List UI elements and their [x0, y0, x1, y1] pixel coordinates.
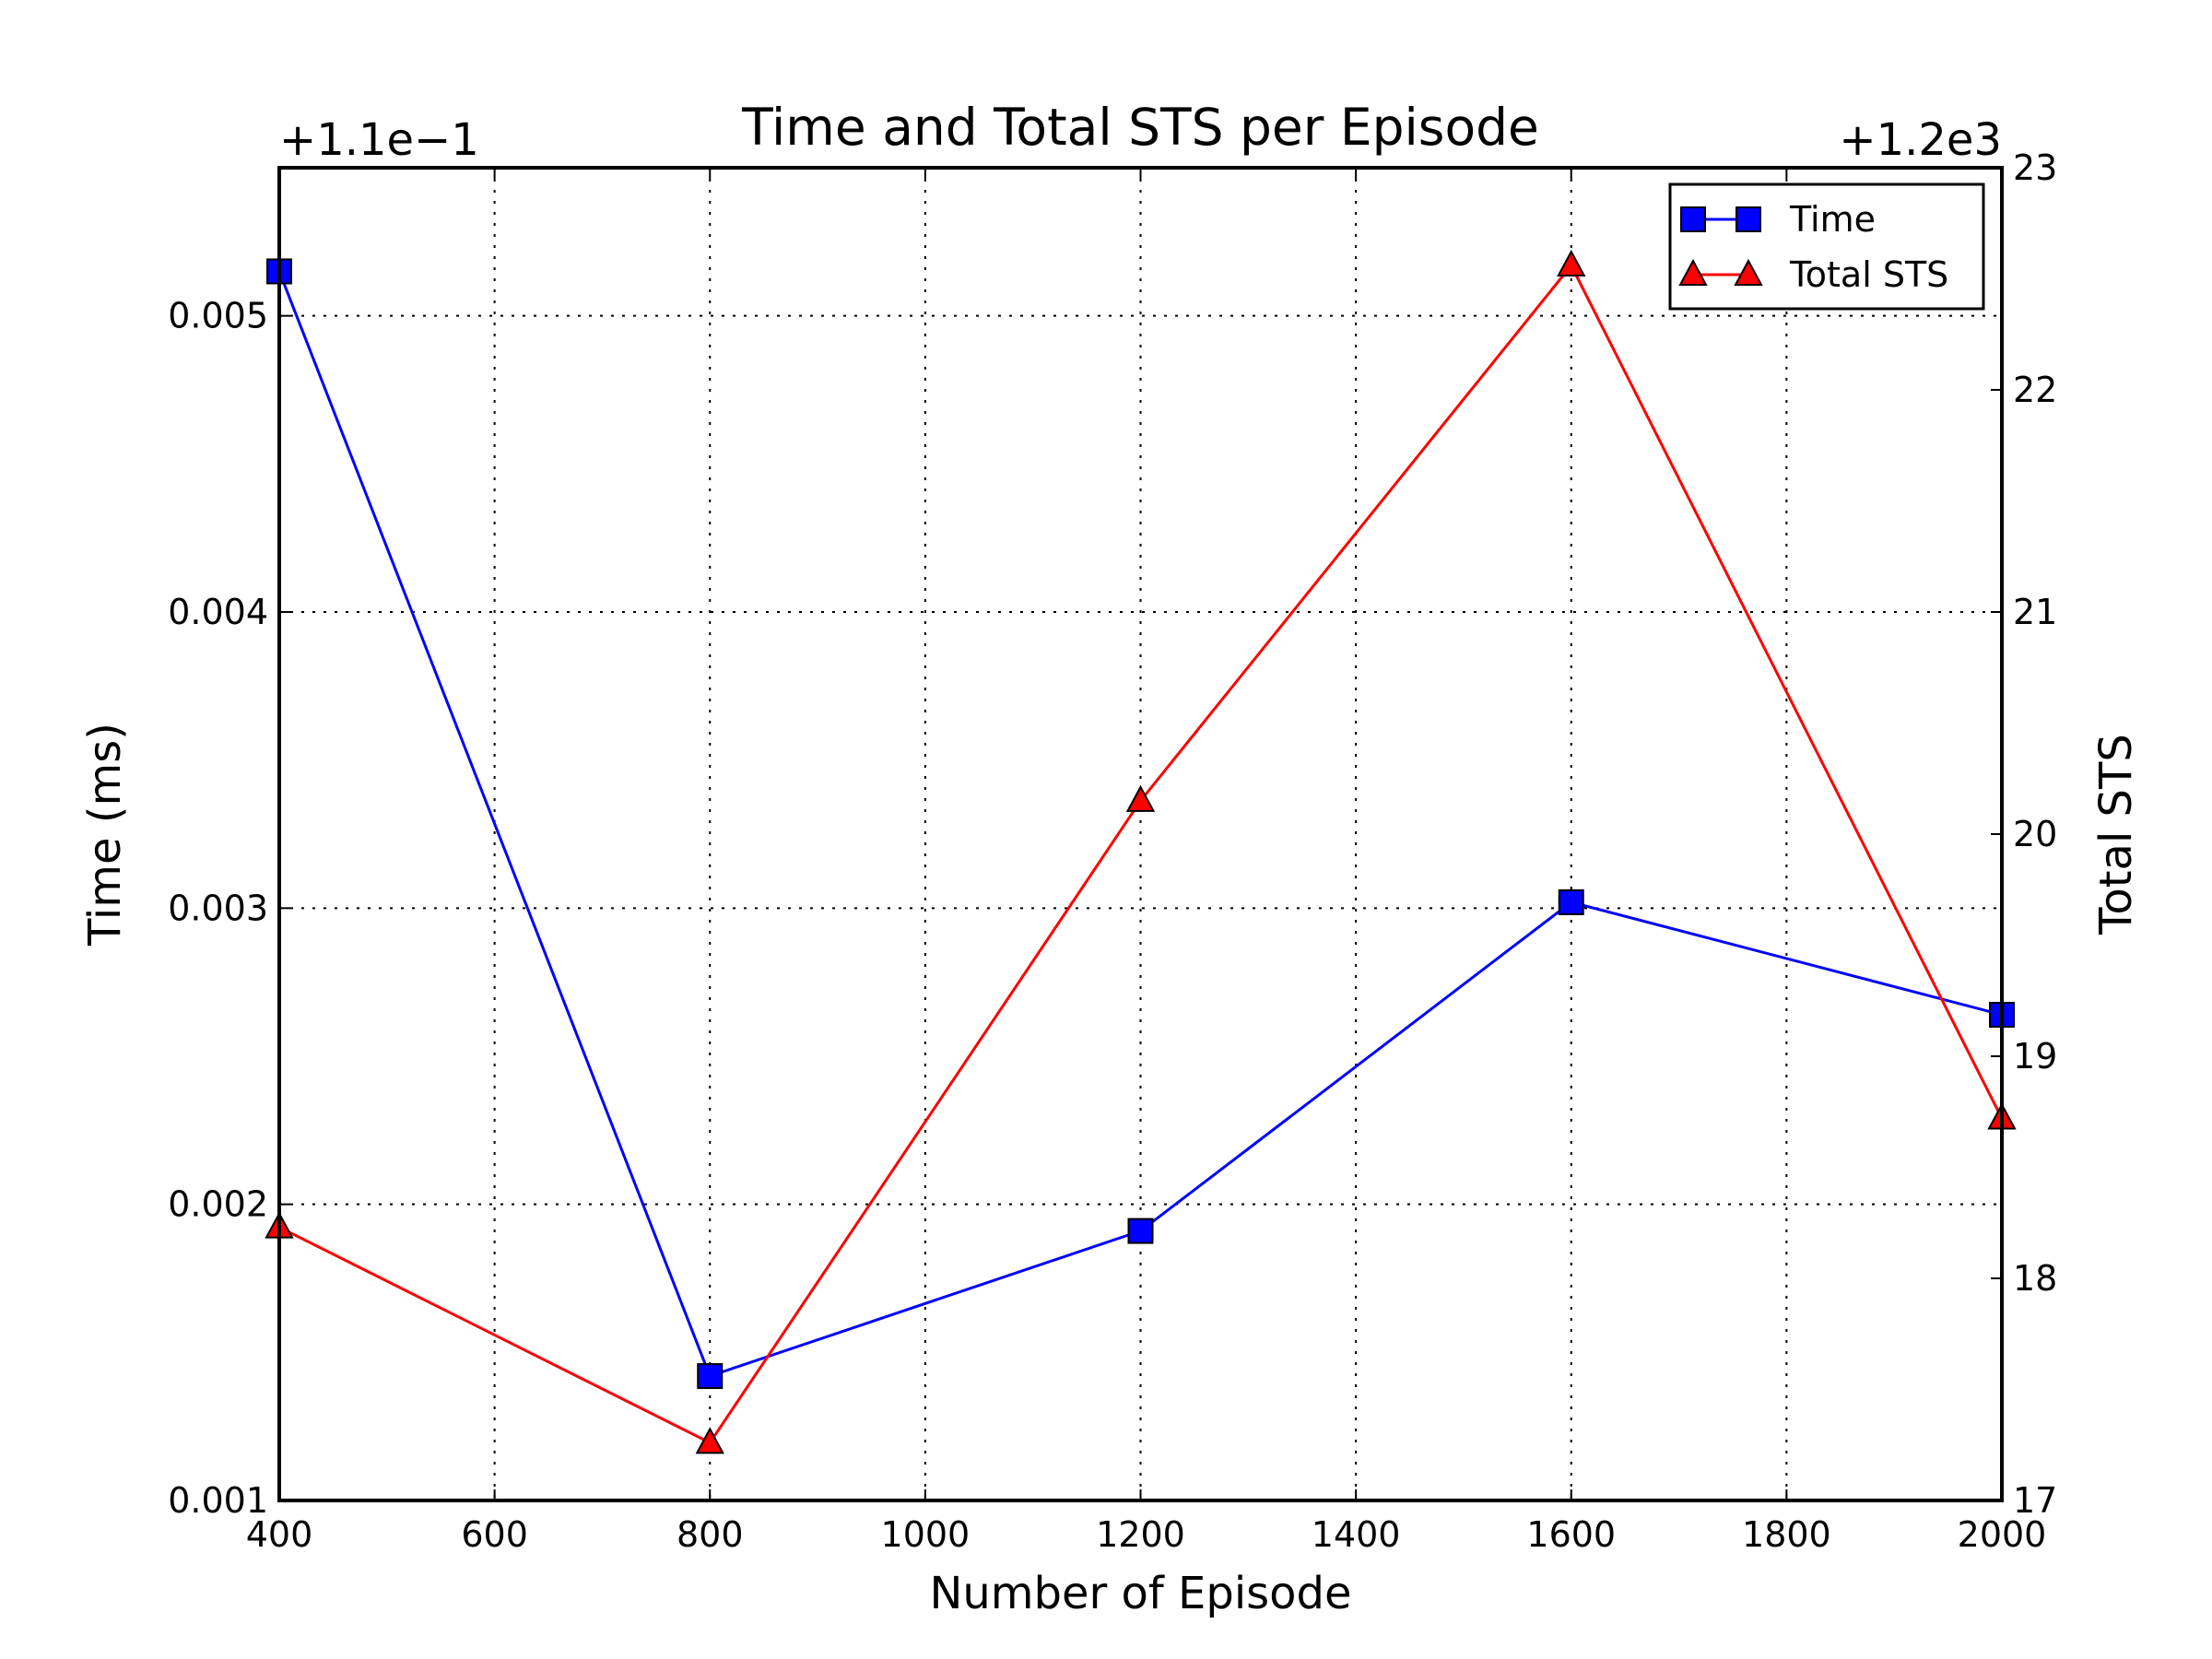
legend-marker-time: [1735, 206, 1761, 232]
data-point-time: [697, 1363, 724, 1390]
data-point-total-sts: [695, 1427, 724, 1454]
left-y-tick-label: 0.004: [168, 592, 268, 632]
data-point-time: [1558, 888, 1584, 915]
right-y-tick-label: 17: [2013, 1480, 2057, 1521]
legend-marker-total-sts: [1734, 258, 1763, 286]
left-y-tick-label: 0.002: [168, 1184, 268, 1225]
x-tick-label: 1000: [881, 1514, 971, 1555]
data-point-time: [1127, 1218, 1154, 1244]
x-tick-label: 1800: [1742, 1514, 1831, 1555]
ticks: 400 600 800 1000 1200 1400 1600 1800 2000 0.001 0.…: [168, 147, 2057, 1555]
right-y-tick-label: 20: [2013, 814, 2057, 854]
right-y-tick-label: 18: [2013, 1258, 2057, 1299]
left-axis-offset-label: +1.1e−1: [279, 114, 479, 166]
right-y-tick-label: 23: [2013, 147, 2057, 188]
grid: [279, 168, 2002, 1500]
right-y-axis-title: Total STS: [2090, 734, 2142, 935]
legend-items: Time Total STS: [1678, 199, 1948, 295]
legend-marker-total-sts: [1678, 258, 1708, 286]
data-point-total-sts: [1557, 249, 1586, 277]
x-tick-label: 2000: [1958, 1514, 2047, 1555]
legend-marker-time: [1680, 206, 1706, 232]
legend: Time Total STS: [1668, 182, 1985, 311]
right-y-tick-label: 22: [2013, 370, 2057, 410]
x-tick-label: 1200: [1096, 1514, 1185, 1555]
x-tick-label: 1400: [1312, 1514, 1401, 1555]
chart-title: Time and Total STS per Episode: [741, 98, 1539, 157]
legend-label-time: Time: [1789, 199, 1876, 240]
left-y-axis-title: Time (ms): [79, 723, 131, 947]
x-tick-label: 600: [461, 1514, 528, 1555]
x-tick-label: 800: [677, 1514, 744, 1555]
right-y-tick-label: 21: [2013, 592, 2057, 632]
x-tick-label: 400: [246, 1514, 313, 1555]
right-y-tick-label: 19: [2013, 1036, 2057, 1077]
left-y-tick-label: 0.001: [168, 1480, 268, 1521]
data-point-total-sts: [1125, 784, 1156, 812]
legend-box: [1668, 182, 1985, 311]
legend-label-total-sts: Total STS: [1789, 254, 1948, 295]
x-axis-title: Number of Episode: [929, 1568, 1351, 1619]
left-y-tick-label: 0.003: [168, 888, 268, 928]
right-axis-offset-label: +1.2e3: [1839, 114, 2002, 166]
x-tick-label: 1600: [1526, 1514, 1616, 1555]
left-y-tick-label: 0.005: [168, 296, 268, 336]
